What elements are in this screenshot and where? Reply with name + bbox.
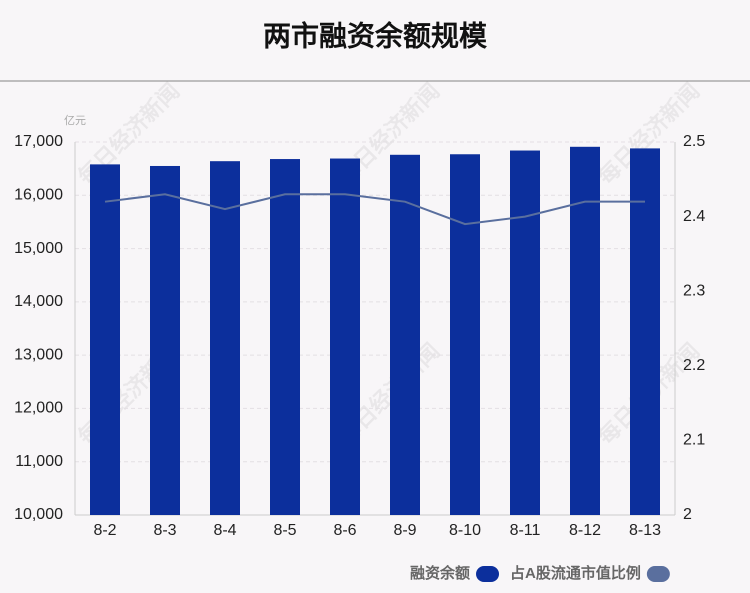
y2-tick-label: 2.3 bbox=[683, 282, 705, 299]
y-tick-label: 11,000 bbox=[15, 453, 63, 470]
y2-tick-label: 2.4 bbox=[683, 208, 705, 225]
legend-label: 融资余额 bbox=[410, 564, 470, 582]
x-tick-label: 8-2 bbox=[93, 522, 116, 539]
bar bbox=[450, 154, 480, 515]
bar bbox=[270, 159, 300, 515]
y-tick-label: 13,000 bbox=[14, 346, 63, 363]
y2-tick-label: 2.5 bbox=[683, 133, 705, 150]
bar bbox=[570, 146, 600, 515]
y2-tick-label: 2.2 bbox=[683, 357, 705, 374]
y-tick-label: 15,000 bbox=[14, 240, 63, 257]
y-tick-label: 14,000 bbox=[14, 293, 63, 310]
x-tick-label: 8-5 bbox=[273, 522, 296, 539]
bar bbox=[90, 164, 120, 515]
x-tick-label: 8-9 bbox=[393, 522, 416, 539]
bar bbox=[210, 161, 240, 515]
y-tick-label: 12,000 bbox=[14, 400, 63, 417]
x-tick-label: 8-13 bbox=[629, 522, 661, 539]
y-tick-label: 16,000 bbox=[14, 187, 63, 204]
line bbox=[104, 193, 645, 226]
y2-tick-label: 2 bbox=[683, 506, 692, 523]
y-unit: 亿元 bbox=[64, 114, 86, 127]
bar bbox=[390, 154, 420, 515]
legend-swatch bbox=[476, 566, 500, 582]
bar bbox=[630, 148, 660, 515]
chart-title: 两市融资余额规模 bbox=[263, 19, 488, 51]
legend-swatch bbox=[646, 566, 670, 582]
x-tick-label: 8-10 bbox=[449, 522, 481, 539]
legend-label: 占A股流通市值比例 bbox=[510, 564, 641, 582]
x-tick-label: 8-12 bbox=[569, 522, 601, 539]
bar bbox=[510, 150, 540, 516]
y2-tick-label: 2.1 bbox=[683, 432, 705, 449]
x-tick-label: 8-6 bbox=[333, 522, 356, 539]
bar bbox=[150, 165, 180, 515]
y-tick-label: 10,000 bbox=[14, 506, 63, 523]
x-tick-label: 8-4 bbox=[213, 522, 236, 539]
bar bbox=[330, 158, 360, 516]
y-tick-label: 17,000 bbox=[14, 133, 63, 150]
x-tick-label: 8-11 bbox=[510, 522, 541, 539]
x-tick-label: 8-3 bbox=[153, 522, 176, 539]
